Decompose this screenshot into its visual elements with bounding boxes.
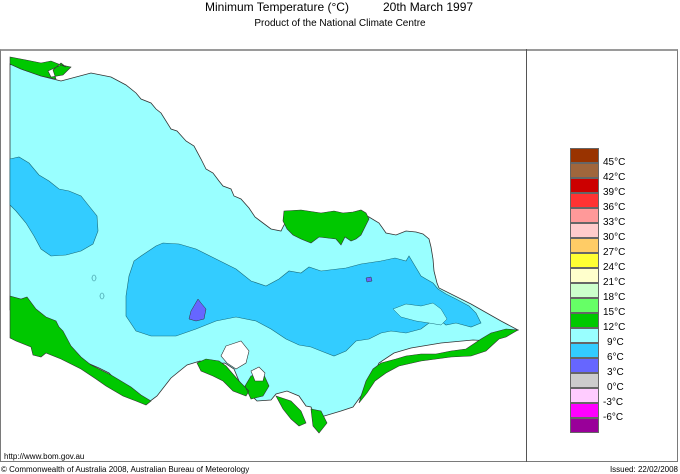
victoria-temperature-map [9, 56, 520, 434]
legend-swatch-minus6 [570, 403, 599, 418]
lake-icon [91, 274, 97, 282]
legend-swatch-12 [570, 313, 599, 328]
legend-swatch-30 [570, 223, 599, 238]
legend-swatch-6 [570, 343, 599, 358]
legend-swatch-21 [570, 268, 599, 283]
legend-swatch-27 [570, 238, 599, 253]
legend-label: 6°C [607, 352, 624, 363]
legend-label: 36°C [603, 202, 626, 213]
legend-swatch-33 [570, 208, 599, 223]
legend-swatch-18 [570, 283, 599, 298]
copyright-notice: © Commonwealth of Australia 2008, Austra… [1, 465, 250, 474]
legend-swatch-15 [570, 298, 599, 313]
zone-12c-northeast [282, 209, 370, 246]
legend-label: 0°C [607, 382, 624, 393]
legend-label: 27°C [603, 247, 626, 258]
zone-12c-gippsland [358, 328, 519, 404]
source-url[interactable]: http://www.bom.gov.au [4, 452, 85, 461]
zone-3c-patch-west [188, 298, 207, 322]
zone-12c-portphillip [196, 358, 328, 434]
legend-label: -3°C [603, 397, 624, 408]
legend-swatch-0 [570, 373, 599, 388]
issued-date: Issued: 22/02/2008 [609, 465, 678, 474]
legend-label: 24°C [603, 262, 626, 273]
legend-swatch-minus3 [570, 388, 599, 403]
legend-swatch-39 [570, 178, 599, 193]
title-text: Minimum Temperature (°C) [205, 0, 349, 14]
zone-3c-patch-east [365, 276, 373, 283]
legend-label: 21°C [603, 277, 626, 288]
zone-6c-west [9, 156, 99, 257]
title-date: 20th March 1997 [383, 0, 474, 14]
legend-label: 18°C [603, 292, 626, 303]
zone-6c-central [125, 242, 482, 357]
chart-title: Minimum Temperature (°C) 20th March 1997 [0, 0, 680, 16]
legend-label: 33°C [603, 217, 626, 228]
map-frame [0, 49, 678, 462]
zone-9c-patch-east [392, 302, 448, 326]
legend-divider [526, 49, 527, 462]
legend-label: 30°C [603, 232, 626, 243]
port-phillip-bay [220, 340, 266, 382]
legend-swatch-24 [570, 253, 599, 268]
legend-label: 3°C [607, 367, 624, 378]
legend-swatch-3 [570, 358, 599, 373]
legend-swatch-36 [570, 193, 599, 208]
lake-icon [99, 292, 105, 300]
legend-label: 9°C [607, 337, 624, 348]
zone-12c-southwest [9, 295, 152, 406]
legend-label: 12°C [603, 322, 626, 333]
legend-label: 45°C [603, 157, 626, 168]
legend-swatch-45 [570, 148, 599, 163]
legend-swatch-9 [570, 328, 599, 343]
legend-swatch-min [570, 418, 599, 433]
legend-label: 15°C [603, 307, 626, 318]
subtitle: Product of the National Climate Centre [254, 18, 426, 29]
legend-label: 39°C [603, 187, 626, 198]
legend-label: -6°C [603, 412, 624, 423]
legend-swatch-42 [570, 163, 599, 178]
legend-label: 42°C [603, 172, 626, 183]
zone-12c-northwest [9, 56, 72, 80]
